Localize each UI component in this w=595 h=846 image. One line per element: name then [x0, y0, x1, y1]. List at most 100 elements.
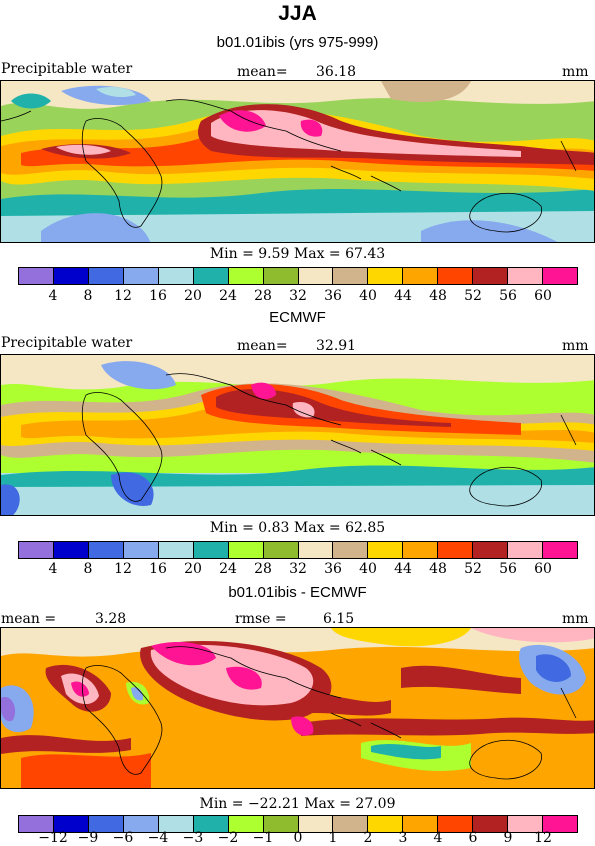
colorbar-swatch: [228, 268, 264, 284]
colorbar-swatch: [403, 268, 439, 284]
colorbar-swatch: [473, 268, 509, 284]
colorbar-swatch: [158, 542, 194, 558]
colorbar-tick-label: 12: [534, 830, 552, 846]
colorbar-tick-label: 60: [534, 561, 552, 577]
colorbar-swatch: [19, 268, 54, 284]
colorbar-tick-label: −4: [147, 830, 169, 846]
colorbar-swatch: [193, 268, 229, 284]
panel-3-min-max: Min = −22.21 Max = 27.09: [199, 796, 396, 812]
colorbar-swatch: [333, 542, 369, 558]
colorbar-swatch: [438, 542, 474, 558]
colorbar-swatch: [333, 268, 369, 284]
colorbar-tick-label: 16: [149, 288, 167, 304]
colorbar-tick-label: 36: [324, 561, 342, 577]
colorbar-tick-label: 24: [219, 561, 237, 577]
colorbar-swatch: [368, 816, 404, 832]
panel-3-rmse-label: rmse =: [235, 611, 287, 627]
colorbar-swatch: [368, 268, 404, 284]
panel-2-unit: mm: [562, 338, 589, 354]
colorbar-swatch: [473, 542, 509, 558]
colorbar-swatch: [123, 816, 159, 832]
colorbar-swatch: [193, 542, 229, 558]
panel-1-variable-label: Precipitable water: [1, 61, 133, 77]
colorbar-tick-label: 1: [328, 830, 338, 846]
colorbar-tick-label: −6: [112, 830, 134, 846]
colorbar-swatch: [19, 542, 54, 558]
colorbar-swatch: [298, 542, 334, 558]
colorbar-tick-label: 40: [359, 288, 377, 304]
colorbar-swatch: [403, 542, 439, 558]
panel-1-map: [0, 80, 595, 243]
panel-2-map: [0, 354, 595, 516]
colorbar-tick-label: 28: [254, 561, 272, 577]
colorbar-tick-label: 9: [503, 830, 513, 846]
colorbar-swatch: [543, 816, 577, 832]
panel-2-colorbar: [18, 541, 578, 559]
panel-1-unit: mm: [562, 64, 589, 80]
panel-2-mean-value: 32.91: [316, 338, 357, 354]
colorbar-swatch: [123, 542, 159, 558]
colorbar-tick-label: −3: [182, 830, 204, 846]
colorbar-tick-label: −12: [38, 830, 68, 846]
colorbar-swatch: [508, 268, 544, 284]
colorbar-tick-label: 8: [83, 288, 93, 304]
colorbar-tick-label: 6: [468, 830, 478, 846]
panel-2-header: ECMWF: [269, 309, 326, 326]
colorbar-tick-label: 52: [464, 561, 482, 577]
colorbar-swatch: [543, 542, 577, 558]
figure-title: JJA: [278, 2, 317, 25]
colorbar-tick-label: 3: [398, 830, 408, 846]
colorbar-swatch: [438, 268, 474, 284]
colorbar-tick-label: 36: [324, 288, 342, 304]
colorbar-tick-label: 44: [394, 561, 412, 577]
colorbar-swatch: [298, 268, 334, 284]
colorbar-tick-label: 4: [48, 561, 58, 577]
colorbar-tick-label: 4: [48, 288, 58, 304]
colorbar-tick-label: 20: [184, 288, 202, 304]
panel-1-colorbar: [18, 267, 578, 285]
colorbar-tick-label: 4: [433, 830, 443, 846]
panel-3-rmse-value: 6.15: [323, 611, 355, 627]
colorbar-swatch: [88, 268, 124, 284]
colorbar-tick-label: 2: [363, 830, 373, 846]
panel-2-min-max: Min = 0.83 Max = 62.85: [209, 520, 386, 536]
colorbar-tick-label: 24: [219, 288, 237, 304]
panel-1-mean-value: 36.18: [316, 64, 357, 80]
panel-3-unit: mm: [562, 611, 589, 627]
colorbar-swatch: [473, 816, 509, 832]
colorbar-swatch: [19, 816, 54, 832]
colorbar-tick-label: 12: [114, 288, 132, 304]
colorbar-swatch: [263, 542, 299, 558]
colorbar-swatch: [368, 542, 404, 558]
panel-3-colorbar: [18, 815, 578, 833]
colorbar-swatch: [53, 542, 89, 558]
colorbar-tick-label: −1: [252, 830, 274, 846]
panel-3-map: [0, 627, 595, 789]
colorbar-tick-label: 28: [254, 288, 272, 304]
colorbar-tick-label: 48: [429, 561, 447, 577]
colorbar-swatch: [123, 268, 159, 284]
panel-2-variable-label: Precipitable water: [1, 335, 133, 351]
colorbar-tick-label: 32: [289, 288, 307, 304]
colorbar-swatch: [333, 816, 369, 832]
colorbar-tick-label: 52: [464, 288, 482, 304]
colorbar-swatch: [88, 816, 124, 832]
colorbar-swatch: [88, 542, 124, 558]
panel-3-mean-label: mean =: [1, 611, 57, 627]
panel-1-colorbar-ticks: 4 8 12 16 20 24 28 32 36 40 44 48 52 56 60: [18, 288, 578, 304]
colorbar-tick-label: 12: [114, 561, 132, 577]
colorbar-swatch: [543, 268, 577, 284]
panel-1-header: b01.01ibis (yrs 975-999): [216, 34, 379, 51]
colorbar-swatch: [158, 268, 194, 284]
colorbar-tick-label: 8: [83, 561, 93, 577]
colorbar-tick-label: 60: [534, 288, 552, 304]
colorbar-swatch: [53, 816, 89, 832]
colorbar-tick-label: 20: [184, 561, 202, 577]
colorbar-swatch: [53, 268, 89, 284]
colorbar-swatch: [228, 542, 264, 558]
colorbar-swatch: [263, 268, 299, 284]
colorbar-tick-label: 48: [429, 288, 447, 304]
colorbar-tick-label: 56: [499, 561, 517, 577]
colorbar-tick-label: −2: [217, 830, 239, 846]
panel-2-colorbar-ticks: 4 8 12 16 20 24 28 32 36 40 44 48 52 56 60: [18, 561, 578, 577]
